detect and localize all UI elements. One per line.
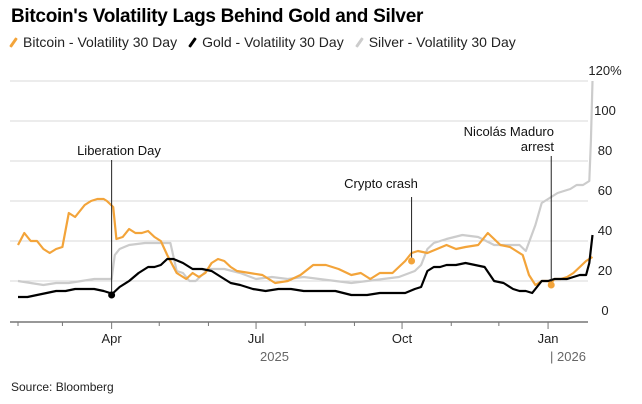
legend: Bitcoin - Volatility 30 Day Gold - Volat… [9,34,516,50]
x-tick-label: Jan [538,331,559,346]
annotation-marker [408,257,416,265]
annotation-marker [547,281,555,289]
annotation-label: Crypto crash [344,176,418,191]
x-tick-label: Jul [248,331,265,346]
annotation-label: Nicolás Maduro [464,124,554,139]
y-tick-label: 120% [588,63,622,78]
y-tick-label: 40 [598,223,612,238]
legend-label-silver: Silver - Volatility 30 Day [368,34,516,50]
y-tick-label: 100 [594,103,616,118]
series-line-silver [17,80,594,287]
annotation-label: Liberation Day [77,143,161,158]
y-tick-label: 60 [598,183,612,198]
legend-label-bitcoin: Bitcoin - Volatility 30 Day [23,34,178,50]
x-tick-label: Oct [392,331,413,346]
annotation-marker [108,291,116,299]
legend-label-gold: Gold - Volatility 30 Day [202,34,344,50]
source-note: Source: Bloomberg [11,380,114,394]
y-tick-label: 20 [598,263,612,278]
annotation-label: arrest [521,139,555,154]
legend-item-gold: Gold - Volatility 30 Day [188,34,344,50]
legend-item-bitcoin: Bitcoin - Volatility 30 Day [9,34,178,50]
y-tick-label: 0 [601,303,608,318]
year-label: 2025 [260,349,289,364]
x-tick-label: Apr [102,331,123,346]
y-tick-label: 80 [598,143,612,158]
year-label: | 2026 [550,349,586,364]
series-line-bitcoin [17,197,594,287]
legend-item-silver: Silver - Volatility 30 Day [354,34,516,50]
chart-title: Bitcoin's Volatility Lags Behind Gold an… [11,6,424,27]
